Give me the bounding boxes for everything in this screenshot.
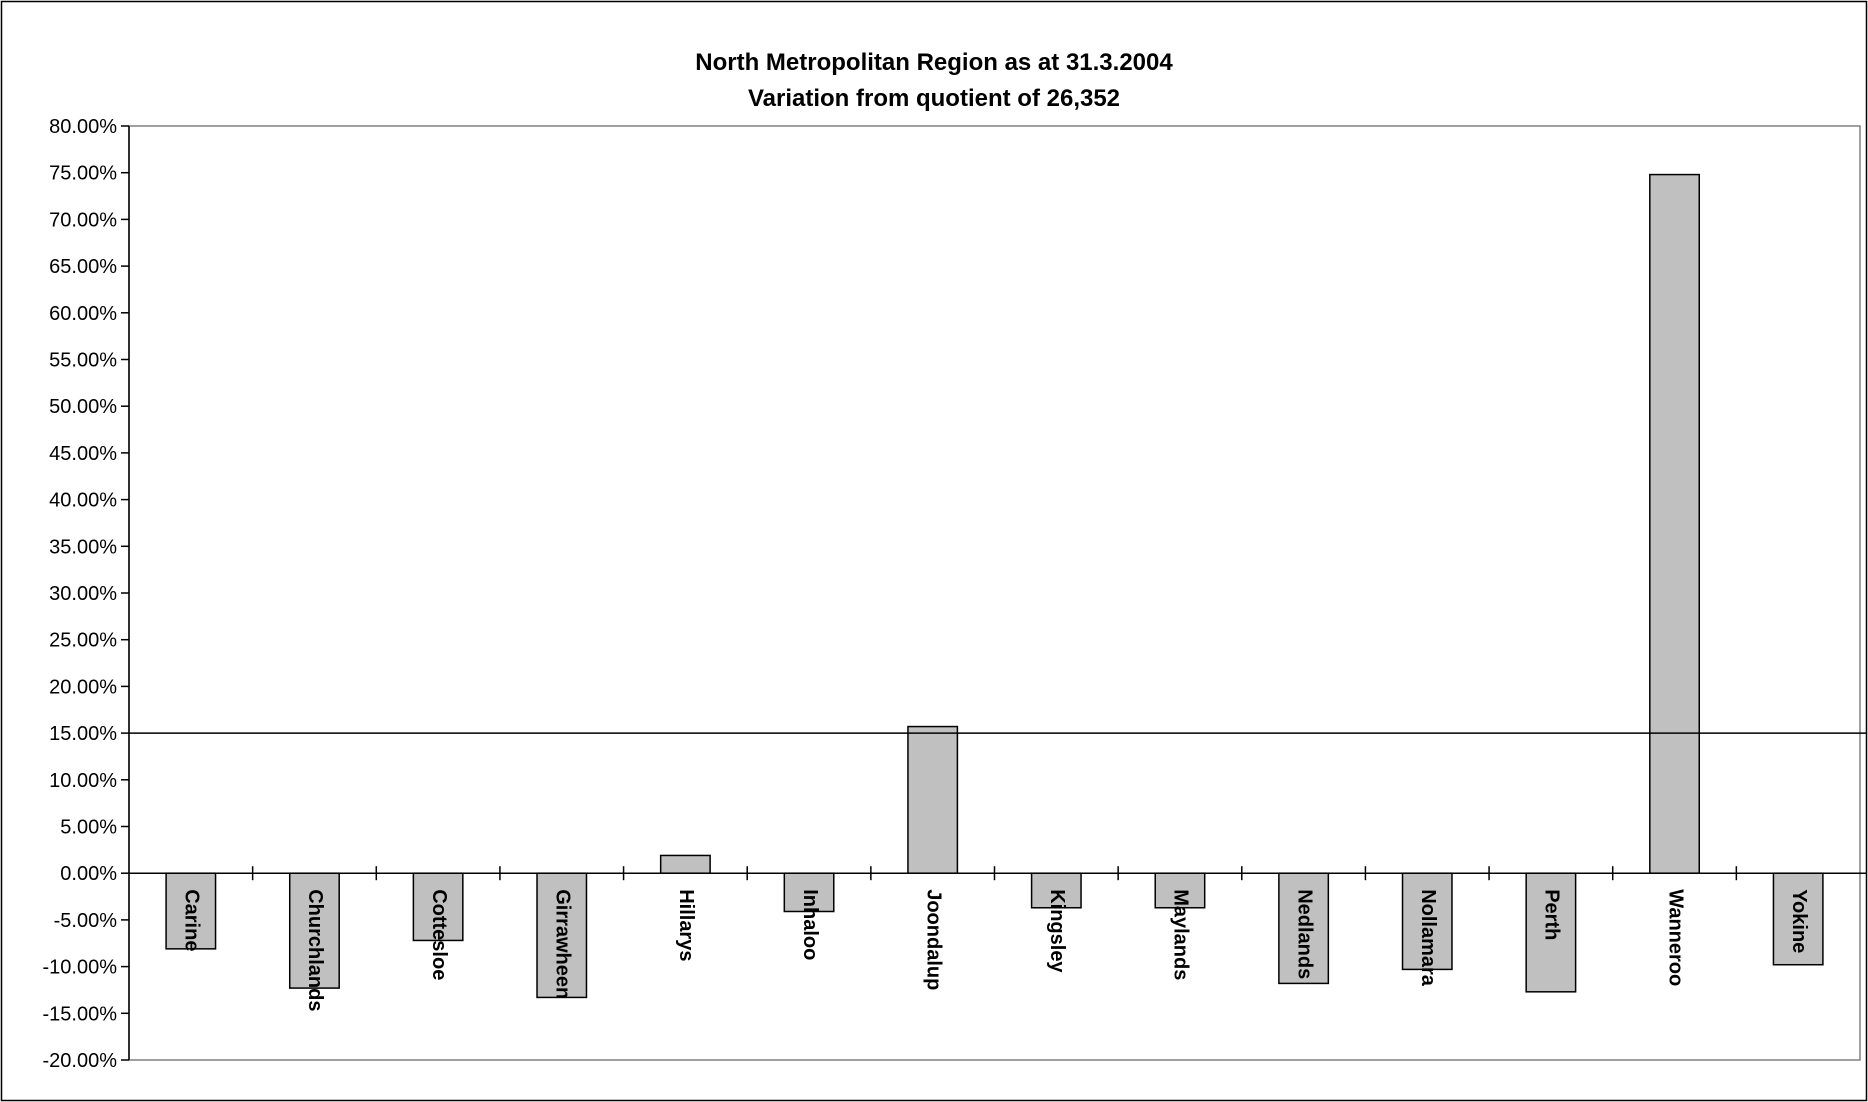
y-tick-label: 20.00%: [49, 676, 117, 698]
category-label-inhaloo: Inhaloo: [799, 889, 821, 960]
category-labels: Carine Churchlands Cottesloe Girrawheen Hill…: [181, 889, 1810, 1011]
y-tick-label: 70.00%: [49, 209, 117, 231]
y-tick-label: -10.00%: [43, 957, 118, 979]
category-label-churchlands: Churchlands: [304, 889, 326, 1011]
y-tick-label: 80.00%: [49, 116, 117, 138]
category-label-girrawheen: Girrawheen: [551, 889, 573, 999]
x-axis: [129, 866, 1866, 881]
bar-inhaloo: [783, 872, 835, 913]
category-label-perth: Perth: [1541, 889, 1563, 940]
category-label-nedlands: Nedlands: [1293, 889, 1315, 979]
y-tick-label: 75.00%: [49, 163, 117, 185]
category-label-carine: Carine: [181, 889, 203, 951]
y-tick-label: -5.00%: [54, 910, 118, 932]
y-tick-label: 60.00%: [49, 303, 117, 325]
y-tick-label: -15.00%: [43, 1003, 118, 1025]
bar-kingsley: [1030, 872, 1082, 909]
category-label-wanneroo: Wanneroo: [1664, 889, 1686, 986]
y-tick-label: 0.00%: [60, 863, 117, 885]
chart-title-line-2: Variation from quotient of 26,352: [748, 85, 1120, 112]
bar-hillarys: [659, 854, 711, 874]
bar-nedlands: [1278, 872, 1330, 985]
y-tick-label: 25.00%: [49, 630, 117, 652]
category-label-nollamara: Nollamara: [1417, 889, 1439, 987]
category-label-kingsley: Kingsley: [1046, 889, 1068, 973]
y-tick-label: 30.00%: [49, 583, 117, 605]
bar-yokine: [1772, 872, 1824, 966]
y-tick-label: -20.00%: [43, 1050, 118, 1072]
y-tick-label: 65.00%: [49, 256, 117, 278]
bars: [165, 173, 1824, 999]
category-label-yokine: Yokine: [1788, 889, 1810, 953]
bar-cottesloe: [412, 872, 464, 942]
bar-churchlands: [288, 872, 340, 989]
y-tick-label: 10.00%: [49, 770, 117, 792]
bar-wanneroo: [1649, 173, 1701, 874]
category-label-hillarys: Hillarys: [675, 889, 697, 961]
y-tick-label: 5.00%: [60, 817, 117, 839]
bar-nollamara: [1401, 872, 1453, 971]
y-tick-label: 50.00%: [49, 396, 117, 418]
bar-perth: [1525, 872, 1577, 993]
y-axis: 80.00% 75.00% 70.00% 65.00% 60.00% 55.00% 50.0…: [43, 116, 130, 1072]
y-tick-label: 35.00%: [49, 536, 117, 558]
category-label-maylands: Maylands: [1170, 889, 1192, 980]
y-tick-label: 15.00%: [49, 723, 117, 745]
y-tick-label: 55.00%: [49, 350, 117, 372]
y-tick-label: 45.00%: [49, 443, 117, 465]
bar-joondalup: [907, 725, 959, 874]
category-label-joondalup: Joondalup: [922, 889, 944, 990]
y-tick-label: 40.00%: [49, 490, 117, 512]
category-label-cottesloe: Cottesloe: [428, 889, 450, 980]
chart-title-line-1: North Metropolitan Region as at 31.3.200…: [695, 49, 1173, 76]
bar-carine: [165, 872, 217, 950]
